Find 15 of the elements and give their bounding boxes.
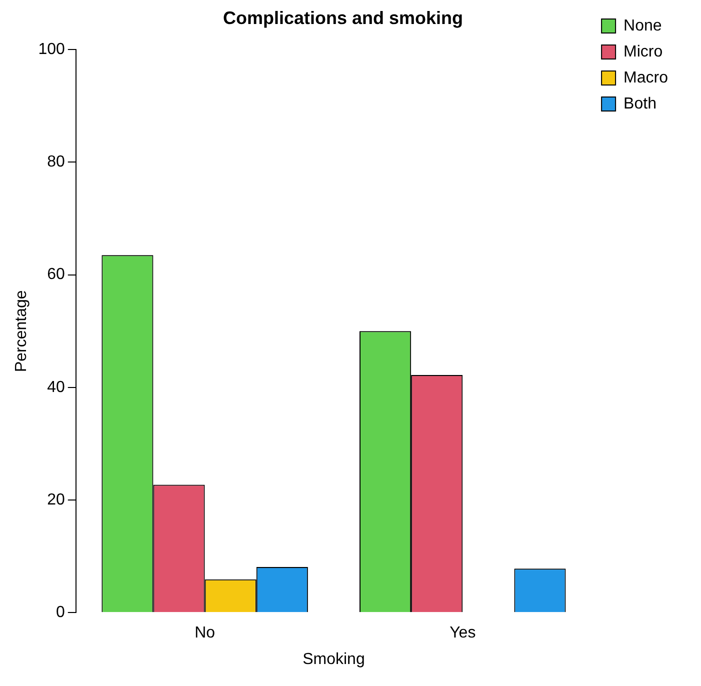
legend-label: Macro (624, 69, 668, 86)
y-tick-label: 100 (38, 41, 65, 58)
x-axis-title: Smoking (302, 650, 365, 668)
y-tick-label: 40 (47, 378, 65, 396)
chart-title: Complications and smoking (222, 8, 464, 28)
legend-label: Micro (624, 43, 663, 60)
y-tick-label: 20 (47, 491, 65, 508)
x-tick-label: Yes (450, 624, 476, 642)
x-tick-label: No (194, 624, 216, 642)
legend-label: None (624, 17, 662, 34)
y-axis-title: Percentage (13, 290, 30, 372)
y-tick-label: 60 (47, 266, 65, 284)
legend-label: Both (624, 95, 656, 112)
y-tick-label: 0 (56, 604, 65, 622)
y-tick-label: 80 (47, 154, 65, 171)
